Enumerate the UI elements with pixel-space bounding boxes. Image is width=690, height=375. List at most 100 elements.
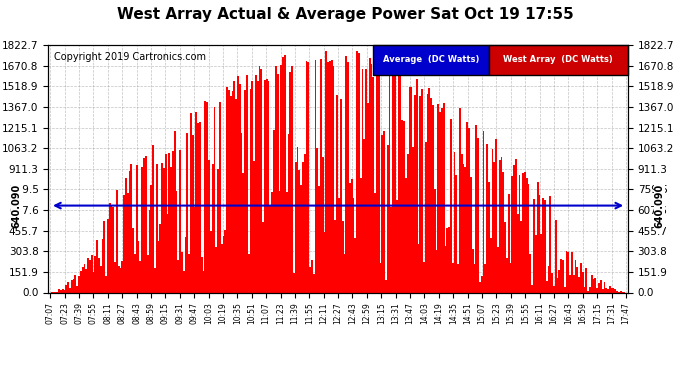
- Bar: [582, 272, 584, 292]
- Bar: [125, 178, 127, 292]
- Bar: [288, 134, 289, 292]
- Bar: [284, 55, 286, 292]
- Bar: [250, 89, 251, 292]
- Bar: [464, 167, 466, 292]
- Bar: [342, 221, 344, 292]
- Bar: [602, 289, 604, 292]
- Bar: [396, 200, 397, 292]
- Bar: [359, 178, 362, 292]
- Bar: [383, 131, 385, 292]
- Bar: [455, 176, 457, 292]
- Bar: [453, 152, 455, 292]
- Bar: [259, 66, 260, 292]
- Bar: [289, 72, 291, 292]
- Bar: [86, 269, 87, 292]
- FancyBboxPatch shape: [373, 45, 489, 75]
- Bar: [484, 264, 486, 292]
- Bar: [121, 261, 124, 292]
- Bar: [143, 158, 145, 292]
- Bar: [190, 113, 192, 292]
- Bar: [152, 145, 154, 292]
- Bar: [362, 69, 364, 292]
- Bar: [170, 166, 172, 292]
- Bar: [248, 254, 250, 292]
- Bar: [293, 273, 295, 292]
- Bar: [179, 150, 181, 292]
- Bar: [562, 260, 564, 292]
- Bar: [376, 64, 378, 292]
- Bar: [210, 231, 212, 292]
- Bar: [457, 264, 459, 292]
- Bar: [168, 153, 170, 292]
- Bar: [271, 192, 273, 292]
- Bar: [335, 220, 336, 292]
- Bar: [148, 210, 150, 292]
- Bar: [145, 156, 147, 292]
- Bar: [380, 263, 382, 292]
- Bar: [302, 162, 304, 292]
- Bar: [549, 196, 551, 292]
- Bar: [397, 72, 400, 292]
- Bar: [318, 186, 320, 292]
- Bar: [110, 206, 112, 292]
- Bar: [490, 238, 491, 292]
- Bar: [228, 90, 230, 292]
- Bar: [197, 123, 199, 292]
- Bar: [495, 139, 497, 292]
- Bar: [124, 195, 125, 292]
- Bar: [270, 205, 271, 292]
- Bar: [558, 270, 560, 292]
- Bar: [242, 173, 244, 292]
- Bar: [452, 263, 453, 292]
- Bar: [327, 62, 329, 292]
- Bar: [347, 62, 349, 292]
- Bar: [435, 250, 437, 292]
- Bar: [237, 76, 239, 292]
- Bar: [542, 198, 544, 292]
- Bar: [448, 227, 450, 292]
- FancyBboxPatch shape: [489, 45, 628, 75]
- Bar: [393, 68, 394, 292]
- Bar: [63, 290, 66, 292]
- Bar: [573, 275, 575, 292]
- Bar: [358, 54, 359, 292]
- Bar: [533, 199, 535, 292]
- Bar: [226, 87, 228, 292]
- Bar: [233, 81, 235, 292]
- Bar: [344, 254, 345, 292]
- Bar: [420, 96, 421, 292]
- Bar: [78, 276, 80, 292]
- Bar: [115, 262, 116, 292]
- Bar: [136, 165, 138, 292]
- Bar: [526, 178, 528, 292]
- Bar: [138, 241, 139, 292]
- Bar: [67, 282, 69, 292]
- Bar: [223, 236, 224, 292]
- Bar: [477, 138, 479, 292]
- Bar: [472, 249, 473, 292]
- Text: 640.090: 640.090: [12, 183, 21, 228]
- Bar: [177, 260, 179, 292]
- Bar: [373, 77, 374, 292]
- Bar: [364, 139, 365, 292]
- Bar: [405, 178, 406, 292]
- Bar: [613, 288, 614, 292]
- Bar: [92, 272, 95, 292]
- Bar: [468, 128, 470, 292]
- Bar: [150, 184, 152, 292]
- Bar: [491, 150, 493, 292]
- Bar: [326, 51, 327, 292]
- Bar: [199, 122, 201, 292]
- Bar: [300, 185, 302, 292]
- Bar: [128, 171, 130, 292]
- Bar: [83, 264, 86, 292]
- Bar: [246, 75, 248, 292]
- Bar: [501, 158, 502, 292]
- Bar: [58, 289, 60, 292]
- Bar: [371, 63, 373, 292]
- Bar: [416, 79, 417, 292]
- Bar: [107, 219, 109, 292]
- Bar: [172, 152, 174, 292]
- Bar: [194, 207, 195, 292]
- Bar: [544, 200, 546, 292]
